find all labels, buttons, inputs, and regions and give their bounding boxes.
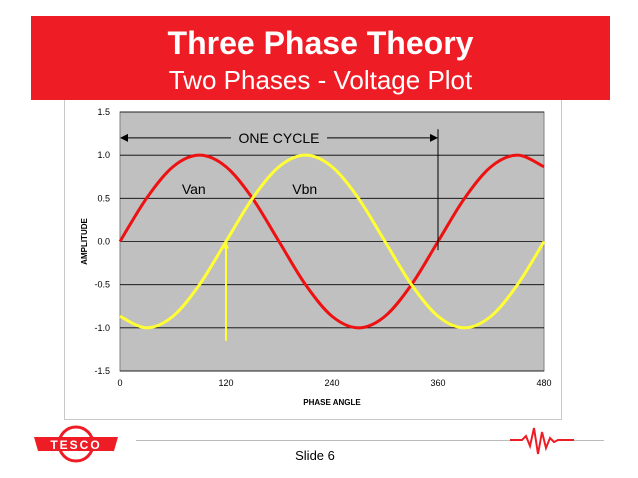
logo-text: TESCO xyxy=(50,438,101,452)
footer-divider-right xyxy=(572,440,604,441)
waveform-icon xyxy=(510,427,574,455)
y-axis-title: AMPLITUDE xyxy=(80,218,89,265)
cycle-label: ONE CYCLE xyxy=(239,130,320,146)
series-line-van xyxy=(118,153,545,330)
x-tick-label: 240 xyxy=(324,378,339,388)
x-axis-title: PHASE ANGLE xyxy=(303,398,361,407)
chart-frame: 1.5 1.0 0.5 0.0 -0.5 -1.0 -1.5 0 120 240 360 480 PHA… xyxy=(64,100,562,420)
tesco-logo-icon: TESCO xyxy=(34,425,118,463)
x-tick-label: 120 xyxy=(218,378,233,388)
marker-arrowhead xyxy=(223,241,229,249)
slide-number: Slide 6 xyxy=(295,448,335,463)
y-tick-label: -1.5 xyxy=(94,366,110,376)
y-tick-label: -1.0 xyxy=(94,323,110,333)
y-tick-label: 0.5 xyxy=(97,193,110,203)
slide-title: Three Phase Theory xyxy=(167,25,474,61)
y-tick-label: -0.5 xyxy=(94,280,110,290)
y-tick-label: 1.5 xyxy=(97,107,110,117)
y-tick-label: 1.0 xyxy=(97,150,110,160)
footer-divider xyxy=(136,440,516,441)
cycle-label-bg xyxy=(231,128,327,146)
cycle-arrowhead-left xyxy=(120,133,128,142)
x-tick-label: 480 xyxy=(536,378,551,388)
series-label: Van xyxy=(182,181,206,197)
x-tick-label: 0 xyxy=(117,378,122,388)
title-banner: Three Phase Theory Two Phases - Voltage … xyxy=(31,16,610,100)
series-line-vbn xyxy=(119,153,546,330)
x-tick-label: 360 xyxy=(430,378,445,388)
cycle-arrowhead-right xyxy=(430,133,438,142)
y-tick-label: 0.0 xyxy=(97,237,110,247)
series-label: Vbn xyxy=(292,181,317,197)
voltage-chart: 1.5 1.0 0.5 0.0 -0.5 -1.0 -1.5 0 120 240 360 480 PHA… xyxy=(80,107,552,407)
slide-subtitle: Two Phases - Voltage Plot xyxy=(168,65,473,95)
